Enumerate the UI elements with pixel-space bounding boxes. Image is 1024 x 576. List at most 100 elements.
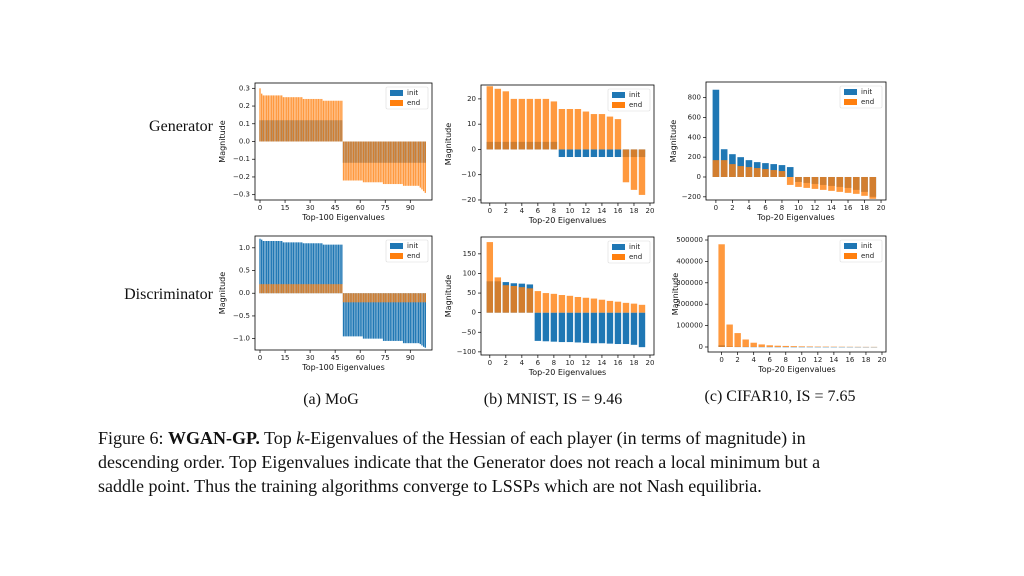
x-tick-label: 6: [768, 356, 773, 364]
x-tick-label: 16: [613, 207, 622, 215]
bar: [301, 242, 303, 294]
legend-label: init: [629, 243, 640, 251]
y-tick-label: 200: [688, 153, 701, 161]
y-tick-label: 300000: [676, 279, 703, 287]
bar: [344, 293, 346, 337]
bar: [367, 141, 370, 183]
legend-swatch: [612, 102, 625, 108]
bar: [262, 284, 265, 294]
bar: [614, 119, 622, 150]
bar: [277, 284, 280, 294]
caption-line: saddle point. Thus the training algorith…: [98, 476, 762, 496]
bar: [354, 293, 356, 303]
bar: [366, 141, 368, 183]
x-tick-label: 14: [597, 207, 606, 215]
bar: [401, 141, 403, 185]
bar: [582, 312, 590, 343]
bar: [269, 95, 271, 142]
bar: [374, 293, 376, 303]
y-tick-label: 150: [463, 250, 476, 258]
bar: [486, 86, 494, 150]
bar: [392, 293, 395, 303]
bar: [351, 293, 353, 337]
bar: [326, 284, 328, 294]
bar: [737, 166, 744, 177]
axes-frame: [480, 236, 655, 356]
bar: [336, 284, 338, 294]
bar: [331, 244, 333, 294]
bar: [267, 240, 270, 294]
bar: [377, 293, 380, 339]
bar: [324, 100, 326, 142]
x-tick-label: 18: [861, 356, 870, 364]
bar: [336, 100, 338, 142]
bar: [316, 284, 318, 294]
bar: [349, 141, 351, 181]
legend-label: init: [407, 89, 418, 97]
bar: [362, 293, 365, 303]
bar: [494, 88, 502, 150]
bar: [377, 141, 380, 183]
bar: [518, 287, 526, 313]
bar: [359, 293, 361, 303]
bar: [582, 297, 590, 313]
bar: [309, 98, 311, 142]
caption-text: saddle point. Thus the training algorith…: [98, 476, 762, 496]
subcaption: (a) MoG: [303, 391, 359, 408]
bar: [349, 293, 351, 337]
x-tick-label: 10: [565, 359, 574, 367]
bar: [836, 176, 844, 192]
bar: [622, 149, 630, 183]
bar: [346, 293, 348, 303]
y-axis-label: Magnitude: [218, 272, 227, 314]
bar: [331, 100, 333, 142]
bar: [401, 293, 403, 303]
bar: [294, 284, 296, 294]
bar: [314, 98, 316, 142]
bar: [306, 243, 308, 294]
bar: [750, 342, 757, 347]
legend-swatch: [612, 92, 625, 98]
bar: [332, 244, 335, 294]
bar: [417, 141, 420, 186]
bar: [287, 284, 290, 294]
bar: [304, 98, 306, 142]
legend-swatch: [390, 90, 403, 96]
y-tick-label: 0.2: [239, 102, 250, 110]
bar: [401, 293, 403, 341]
bar: [364, 141, 366, 183]
bar: [630, 149, 638, 190]
bar: [279, 240, 281, 294]
bar: [550, 312, 558, 342]
bar: [630, 312, 638, 345]
bar: [502, 285, 510, 313]
bar: [302, 98, 305, 142]
caption-text: descending order. Top Eigenvalues indica…: [98, 452, 820, 472]
y-tick-label: 200000: [676, 300, 703, 308]
legend-swatch: [612, 244, 625, 250]
bar: [289, 284, 291, 294]
y-tick-label: 500000: [676, 236, 703, 244]
bar: [367, 293, 370, 303]
bar: [301, 284, 303, 294]
bar: [590, 114, 598, 150]
bar: [766, 345, 773, 347]
x-tick-label: 20: [877, 204, 886, 212]
bar: [542, 293, 550, 313]
x-tick-label: 45: [331, 204, 340, 212]
bar: [327, 284, 330, 294]
caption-line: Figure 6: WGAN-GP. Top k-Eigenvalues of …: [98, 428, 806, 449]
bar: [327, 244, 330, 294]
bar: [381, 293, 383, 339]
bar: [281, 284, 283, 294]
bar: [287, 242, 290, 294]
bar: [302, 243, 305, 294]
bar: [346, 141, 348, 181]
legend-label: end: [629, 101, 642, 109]
y-tick-label: 50: [467, 289, 476, 297]
bar: [638, 312, 646, 348]
bar: [384, 141, 386, 185]
caption-text: WGAN-GP.: [168, 428, 260, 448]
x-axis-label: Top-100 Eigenvalues: [301, 363, 385, 372]
